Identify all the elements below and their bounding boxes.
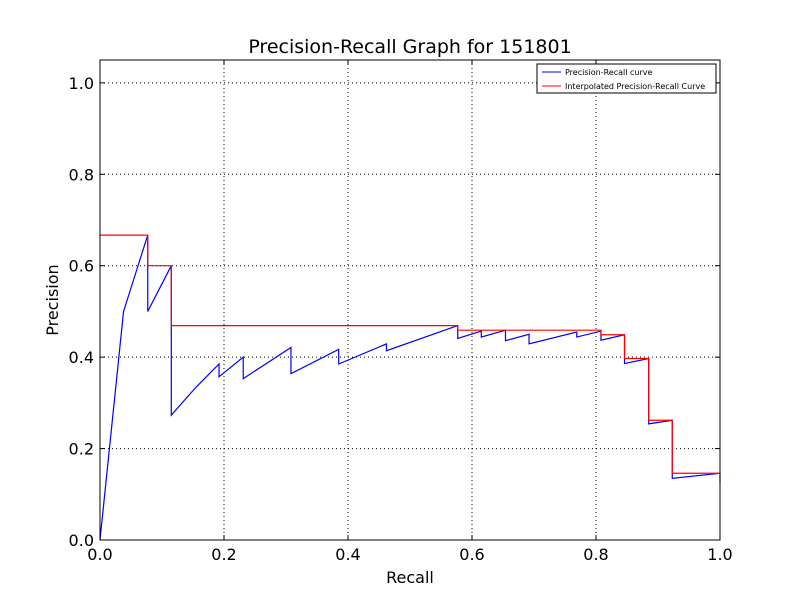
legend-label-interpolated-curve: Interpolated Precision-Recall Curve (565, 82, 705, 91)
y-tick-label: 1.0 (69, 74, 94, 93)
series-lines (99, 234, 721, 541)
y-axis-label: Precision (43, 264, 62, 335)
x-tick-label: 0.2 (211, 545, 236, 564)
legend-label-pr-curve: Precision-Recall curve (565, 68, 652, 77)
x-tick-label: 1.0 (707, 545, 732, 564)
y-tick-label: 0.0 (69, 531, 94, 550)
legend-box (536, 63, 717, 94)
x-tick-label: 0.4 (335, 545, 360, 564)
y-tick-label: 0.8 (69, 165, 94, 184)
x-tick-label: 0.8 (583, 545, 608, 564)
y-tick-label: 0.6 (69, 257, 94, 276)
series-line-pr-curve (99, 234, 721, 541)
chart-title: Precision-Recall Graph for 151801 (248, 36, 571, 58)
series-line-interpolated-curve (100, 234, 720, 474)
axis-ticks: 0.0 0.2 0.4 0.6 0.8 1.0 0.0 0.2 0.4 0.6 0.8 1.0 (69, 60, 733, 564)
y-tick-label: 0.4 (69, 348, 94, 367)
x-tick-label: 0.0 (87, 545, 112, 564)
y-tick-label: 0.2 (69, 440, 94, 459)
x-tick-label: 0.6 (459, 545, 484, 564)
legend: Precision-Recall curve Interpolated Prec… (536, 63, 717, 94)
plot-area-frame (99, 59, 721, 541)
x-axis-label: Recall (386, 568, 434, 587)
